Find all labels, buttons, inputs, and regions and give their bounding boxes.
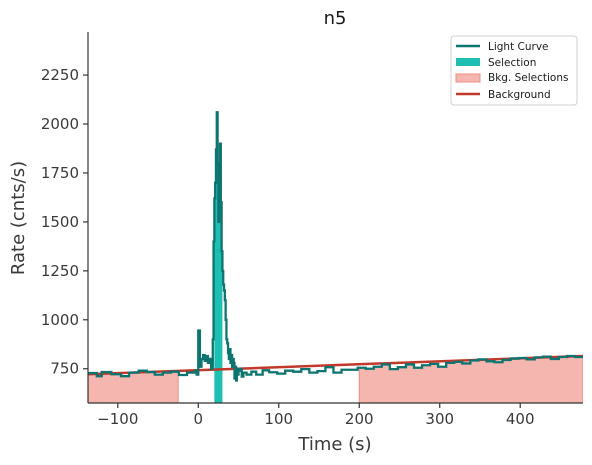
x-tick-label: 300 [425,410,454,428]
x-tick-label: 100 [264,410,293,428]
legend-box [450,35,578,106]
y-tick-label: 1750 [41,164,79,182]
x-tick-label: −100 [97,410,138,428]
legend-swatch-selection [456,58,480,66]
legend-label-selection: Selection [488,57,536,69]
y-axis-title: Rate (cnts/s) [8,161,29,275]
x-tick-label: 400 [506,410,535,428]
light-curve-line [88,111,583,382]
legend-label-background: Background [488,89,551,101]
y-tick-label: 750 [50,360,79,378]
x-axis-title: Time (s) [297,434,371,455]
legend-label-light-curve: Light Curve [488,41,549,53]
y-tick-label: 2000 [41,115,79,133]
y-tick-label: 2250 [41,66,79,84]
legend-label-bkg-selections: Bkg. Selections [488,72,568,84]
legend-swatch-bkg-selections [455,73,481,83]
chart-title: n5 [324,8,347,29]
y-tick-label: 1000 [41,311,79,329]
x-tick-label: 0 [193,410,203,428]
y-tick-label: 1500 [41,213,79,231]
x-tick-label: 200 [345,410,374,428]
legend: Light Curve Selection Bkg. Selections Ba… [450,35,578,106]
y-tick-label: 1250 [41,262,79,280]
